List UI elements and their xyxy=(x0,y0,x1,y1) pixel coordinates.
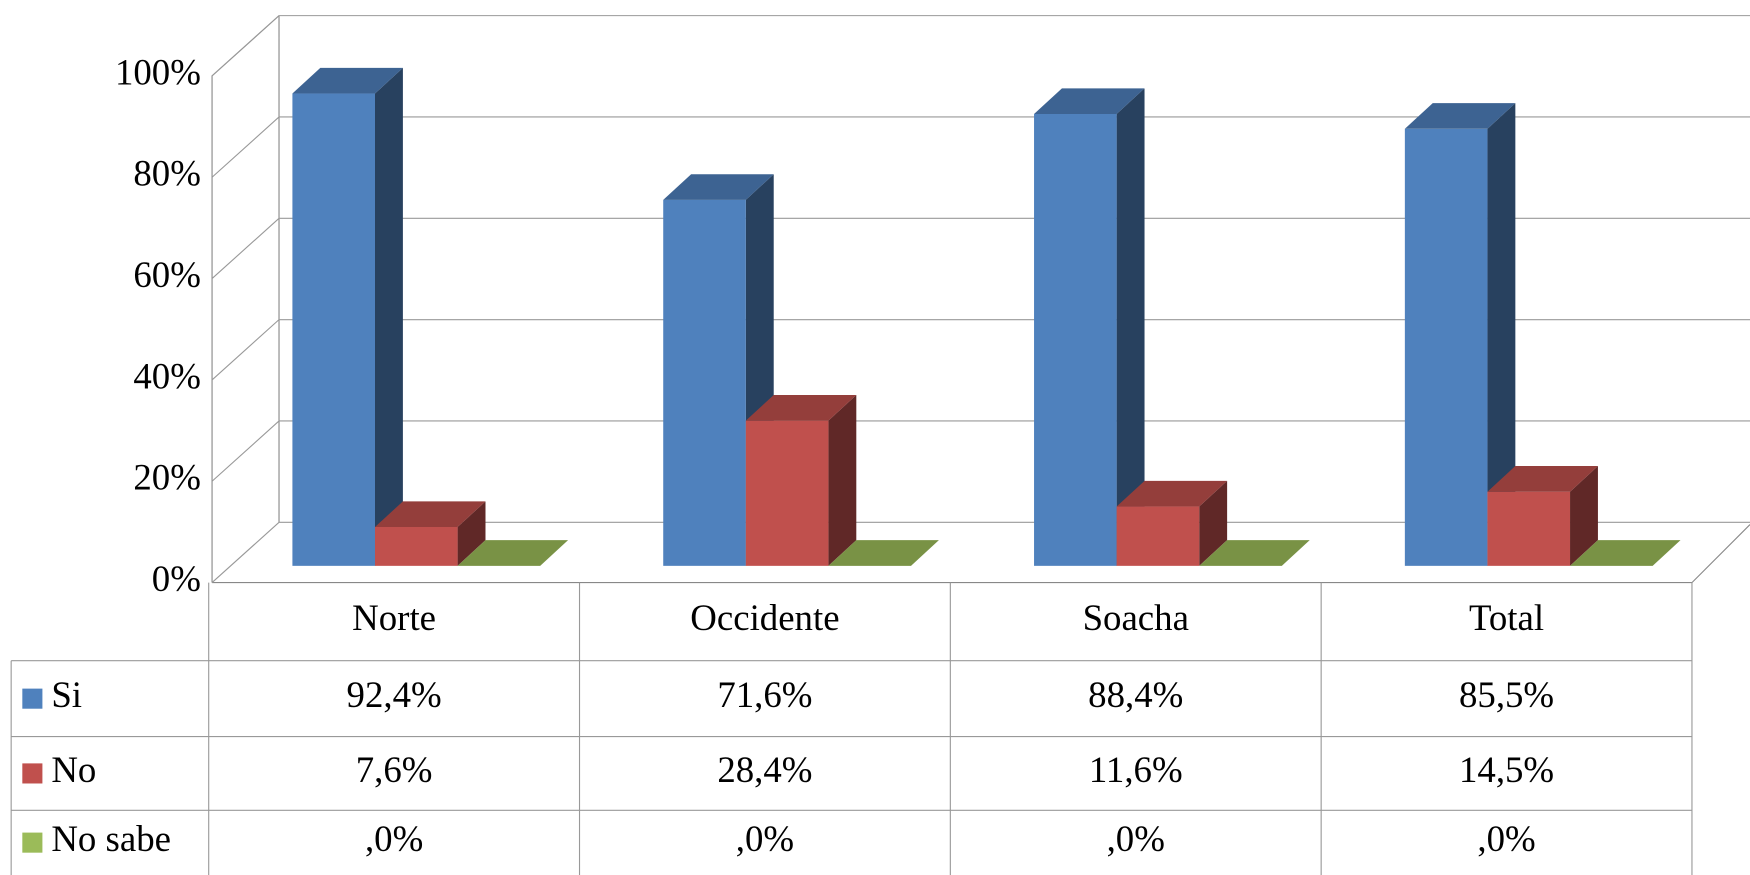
bar xyxy=(663,199,746,566)
data-label: 92,4% xyxy=(347,674,442,715)
x-tick-label: Soacha xyxy=(1083,597,1189,638)
data-label: 28,4% xyxy=(717,749,812,790)
data-label: 71,6% xyxy=(717,674,812,715)
grid-line xyxy=(211,217,1750,279)
y-tick-label: 60% xyxy=(133,254,201,295)
bar-top xyxy=(292,67,403,94)
data-label: ,0% xyxy=(365,818,423,859)
y-tick-label: 100% xyxy=(115,51,201,92)
data-label: 14,5% xyxy=(1459,749,1554,790)
bar xyxy=(292,93,375,566)
data-label: 11,6% xyxy=(1089,749,1183,790)
bar xyxy=(1116,506,1200,566)
table-grid xyxy=(10,582,1693,875)
legend-swatch xyxy=(22,832,43,853)
data-label: 88,4% xyxy=(1088,674,1183,715)
data-label: 85,5% xyxy=(1459,674,1554,715)
grid-line xyxy=(211,15,1750,77)
bar-side xyxy=(828,395,857,566)
legend-label: Si xyxy=(51,674,82,715)
bar-top xyxy=(1116,480,1228,507)
bar xyxy=(1034,113,1117,566)
grid-line xyxy=(211,116,1750,178)
legend-label: No sabe xyxy=(51,818,171,859)
bar-side xyxy=(1487,103,1516,566)
bar-side xyxy=(457,501,486,566)
bar xyxy=(1404,128,1488,566)
bar-top xyxy=(1404,103,1516,129)
legend-label: No xyxy=(51,749,96,790)
bar-side xyxy=(1199,480,1228,566)
bar-top xyxy=(663,174,774,200)
data-label: ,0% xyxy=(736,818,794,859)
data-label: 7,6% xyxy=(356,749,433,790)
x-tick-label: Occidente xyxy=(690,597,839,638)
data-label: ,0% xyxy=(1477,818,1535,859)
bar xyxy=(745,420,829,566)
bar-top xyxy=(457,540,569,566)
bar-top xyxy=(828,540,939,566)
y-tick-label: 20% xyxy=(133,457,201,498)
bar-top xyxy=(1570,540,1681,566)
grid-line xyxy=(211,420,1750,482)
bar-side xyxy=(1116,88,1145,566)
x-tick-label: Total xyxy=(1469,597,1544,638)
grid-line xyxy=(211,319,1750,381)
legend-swatch xyxy=(22,763,43,784)
data-label: ,0% xyxy=(1107,818,1165,859)
legend-swatch xyxy=(22,688,43,709)
bar xyxy=(1487,491,1571,566)
bar-top xyxy=(375,501,486,527)
bar xyxy=(375,527,458,566)
y-tick-label: 80% xyxy=(133,153,201,194)
y-tick-label: 0% xyxy=(152,558,201,599)
grid-line xyxy=(211,521,1750,584)
bar-side xyxy=(1570,466,1598,566)
bar-side xyxy=(375,67,403,566)
bar-top xyxy=(1487,466,1598,492)
bar-top xyxy=(1034,88,1145,114)
y-tick-label: 40% xyxy=(133,355,201,396)
bar-top xyxy=(1199,540,1310,566)
bar-top xyxy=(745,395,857,421)
x-tick-label: Norte xyxy=(352,597,436,638)
